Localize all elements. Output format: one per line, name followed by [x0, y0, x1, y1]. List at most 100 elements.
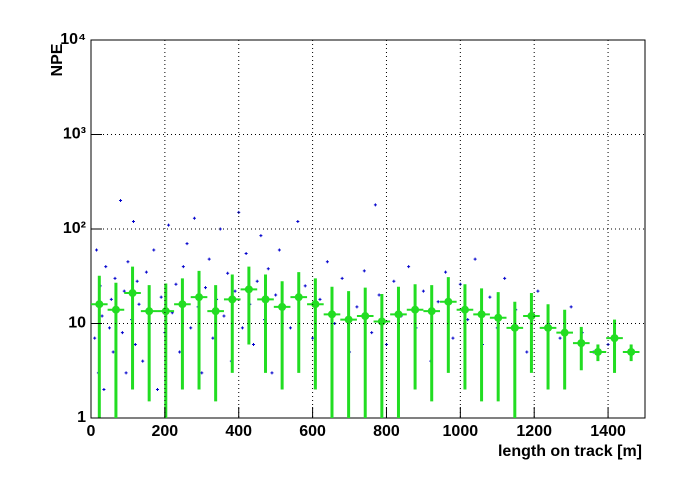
scatter-point — [392, 279, 396, 283]
scatter-point — [466, 318, 470, 322]
x-tick-label: 1000 — [443, 423, 479, 440]
profile-point — [544, 323, 553, 332]
profile-point — [627, 347, 636, 356]
scatter-point — [100, 314, 104, 318]
profile-point — [311, 300, 320, 309]
x-tick-label: 0 — [87, 423, 96, 440]
scatter-point — [133, 342, 137, 346]
scatter-point — [421, 289, 425, 293]
profile-point — [444, 297, 453, 306]
scatter-point — [252, 342, 256, 346]
profile-point — [178, 300, 187, 309]
scatter-point — [144, 270, 148, 274]
profile-point — [361, 312, 370, 321]
scatter-point — [377, 293, 381, 297]
scatter-point — [270, 371, 274, 375]
x-tick-label: 800 — [373, 423, 400, 440]
y-tick-label: 1 — [77, 409, 86, 426]
profile-point — [128, 289, 137, 298]
scatter-point — [436, 300, 440, 304]
scatter-point — [444, 270, 448, 274]
profile-point — [95, 300, 104, 309]
scatter-point — [178, 350, 182, 354]
scatter-point — [355, 305, 359, 309]
scatter-point — [311, 336, 315, 340]
scatter-point — [303, 284, 307, 288]
scatter-point — [95, 248, 99, 252]
scatter-point — [362, 269, 366, 273]
profile-point — [327, 310, 336, 319]
scatter-point — [473, 257, 477, 261]
scatter-point — [159, 295, 163, 299]
scatter-point — [155, 388, 159, 392]
x-tick-label: 1200 — [516, 423, 552, 440]
profile-point — [278, 302, 287, 311]
scatter-point — [569, 305, 573, 309]
scatter-point — [135, 279, 139, 283]
y-axis-title: NPE — [49, 43, 66, 76]
scatter-point — [226, 271, 230, 275]
profile-point — [228, 295, 237, 304]
scatter-point — [200, 371, 204, 375]
y-tick-label: 10⁴ — [60, 31, 86, 48]
profile-point — [577, 339, 586, 348]
scatter-point — [120, 331, 124, 335]
scatter-point — [266, 267, 270, 271]
plot-area — [91, 199, 640, 418]
scatter-point — [240, 326, 244, 330]
scatter-point — [325, 260, 329, 264]
profile-point — [477, 310, 486, 319]
x-tick-label: 1400 — [590, 423, 626, 440]
scatter-point — [488, 295, 492, 299]
scatter-point — [185, 242, 189, 246]
scatter-point — [189, 326, 193, 330]
scatter-point — [274, 293, 278, 297]
profile-point — [494, 313, 503, 322]
scatter-point — [192, 216, 196, 220]
profile-point — [195, 293, 204, 302]
scatter-point — [174, 282, 178, 286]
profile-point — [427, 307, 436, 316]
scatter-point — [525, 350, 529, 354]
scatter-point — [167, 223, 171, 227]
scatter-point — [107, 326, 111, 330]
scatter-point — [558, 336, 562, 340]
profile-point — [460, 305, 469, 314]
scatter-point — [373, 203, 377, 207]
scatter-point — [119, 199, 123, 203]
scatter-point — [113, 276, 117, 280]
scatter-point — [407, 265, 411, 269]
profile-point — [610, 334, 619, 343]
scatter-point — [137, 302, 141, 306]
scatter-point — [131, 220, 135, 224]
y-tick-label: 10 — [68, 315, 86, 332]
scatter-point — [318, 297, 322, 301]
profile-point — [510, 323, 519, 332]
scatter-point — [124, 371, 128, 375]
scatter-point — [93, 336, 97, 340]
profile-point — [377, 317, 386, 326]
profile-point — [161, 307, 170, 316]
profile-point — [261, 295, 270, 304]
y-tick-label: 10³ — [63, 126, 86, 143]
scatter-point — [111, 350, 115, 354]
scatter-point — [244, 252, 248, 256]
x-tick-label: 200 — [152, 423, 179, 440]
scatter-point — [296, 220, 300, 224]
scatter-point — [211, 336, 215, 340]
scatter-point — [104, 265, 108, 269]
scatter-point — [277, 248, 281, 252]
profile-point — [344, 315, 353, 324]
x-tick-label: 400 — [225, 423, 252, 440]
profile-point — [244, 285, 253, 294]
scatter-point — [255, 279, 259, 283]
x-axis-title: length on track [m] — [498, 443, 642, 460]
scatter-point — [141, 359, 145, 363]
profile-point — [294, 293, 303, 302]
profile-point — [211, 307, 220, 316]
scatter-point — [233, 289, 237, 293]
scatter-point — [102, 388, 106, 392]
y-tick-label: 10² — [63, 220, 86, 237]
profile-point — [394, 310, 403, 319]
